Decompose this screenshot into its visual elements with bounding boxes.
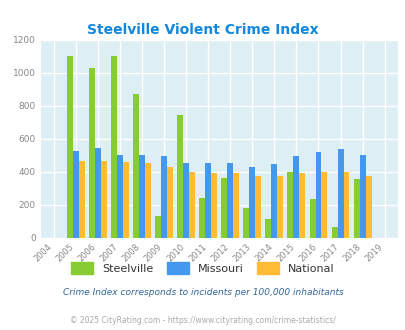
Bar — [221, 178, 227, 238]
Bar — [343, 172, 349, 238]
Bar — [315, 152, 321, 238]
Bar — [155, 216, 161, 238]
Bar — [133, 94, 139, 238]
Bar — [359, 155, 364, 238]
Bar — [227, 163, 232, 238]
Text: Crime Index corresponds to incidents per 100,000 inhabitants: Crime Index corresponds to incidents per… — [62, 287, 343, 297]
Bar — [277, 176, 283, 238]
Bar — [183, 163, 189, 238]
Bar — [287, 172, 293, 238]
Bar — [199, 198, 205, 238]
Bar — [321, 172, 326, 238]
Bar — [205, 163, 211, 238]
Bar — [298, 173, 305, 238]
Bar — [101, 161, 107, 238]
Bar — [309, 199, 315, 238]
Legend: Steelville, Missouri, National: Steelville, Missouri, National — [66, 258, 339, 278]
Text: © 2025 CityRating.com - https://www.cityrating.com/crime-statistics/: © 2025 CityRating.com - https://www.city… — [70, 316, 335, 325]
Bar — [293, 156, 298, 238]
Bar — [89, 68, 95, 238]
Bar — [255, 176, 260, 238]
Bar — [177, 115, 183, 238]
Bar — [211, 173, 217, 238]
Bar — [161, 156, 167, 238]
Bar — [73, 151, 79, 238]
Bar — [67, 56, 73, 238]
Bar — [189, 172, 195, 238]
Bar — [79, 161, 85, 238]
Bar — [331, 227, 337, 238]
Bar — [271, 164, 277, 238]
Bar — [117, 155, 123, 238]
Bar — [249, 167, 255, 238]
Bar — [353, 179, 359, 238]
Bar — [337, 149, 343, 238]
Bar — [364, 176, 371, 238]
Bar — [123, 162, 129, 238]
Bar — [95, 148, 101, 238]
Text: Steelville Violent Crime Index: Steelville Violent Crime Index — [87, 23, 318, 37]
Bar — [265, 218, 271, 238]
Bar — [243, 208, 249, 238]
Bar — [111, 56, 117, 238]
Bar — [167, 167, 173, 238]
Bar — [145, 163, 151, 238]
Bar — [139, 155, 145, 238]
Bar — [232, 173, 239, 238]
